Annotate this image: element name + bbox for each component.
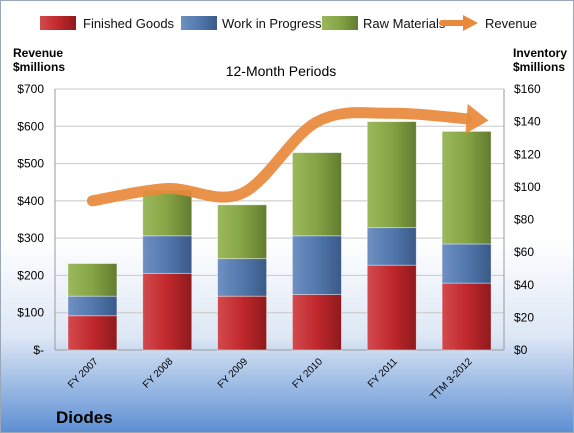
legend-label-revenue: Revenue <box>485 16 537 31</box>
y-right-title-line1: Inventory <box>513 46 567 60</box>
x-tick-label: FY 2007 <box>66 356 101 391</box>
bar-finished-goods <box>67 315 118 351</box>
y-left-tick-label: $300 <box>17 231 44 245</box>
y-right-tick-label: $80 <box>514 213 534 227</box>
bar-work-in-progress <box>142 235 193 274</box>
x-tick-label: FY 2009 <box>216 356 251 391</box>
y-left-tick-label: $100 <box>17 306 44 320</box>
bar-work-in-progress <box>217 258 267 297</box>
bar-raw-materials <box>441 131 492 245</box>
plot-title: 12-Month Periods <box>226 63 337 79</box>
bar-finished-goods <box>217 295 267 351</box>
gridlines <box>54 88 505 351</box>
legend: Finished Goods Work in Progress Raw Mate… <box>40 15 537 31</box>
y-left-tick-label: $600 <box>17 119 44 133</box>
y-left-tick-label: $200 <box>17 268 44 282</box>
bar-finished-goods <box>292 294 342 351</box>
legend-swatch-finished-goods <box>40 16 76 30</box>
bar-raw-materials <box>366 121 417 229</box>
y-right-ticks: $0 $20 $40 $60 $80 $100 $120 $140 $160 <box>514 82 541 357</box>
bar-raw-materials <box>292 152 342 237</box>
x-tick-label: FY 2010 <box>291 356 326 391</box>
legend-arrow-revenue <box>463 15 478 31</box>
x-tick-label: FY 2011 <box>366 356 400 390</box>
bar-work-in-progress <box>441 243 492 284</box>
y-right-tick-label: $100 <box>514 180 541 194</box>
y-left-title-line2: $millions <box>13 60 65 74</box>
y-left-tick-label: $500 <box>17 157 44 171</box>
y-right-tick-label: $140 <box>514 115 541 129</box>
y-right-title-line2: $millions <box>513 60 565 74</box>
x-tick-label: TTM 3-2012 <box>428 356 475 403</box>
bar-raw-materials <box>67 263 118 297</box>
y-left-tick-label: $700 <box>17 82 44 96</box>
revenue-line-path <box>86 107 473 207</box>
revenue-arrowhead <box>465 103 489 134</box>
legend-label-work-in-progress: Work in Progress <box>222 16 322 31</box>
legend-swatch-raw-materials <box>322 16 358 30</box>
y-right-tick-label: $40 <box>514 278 534 292</box>
y-left-tick-label: $- <box>33 343 44 357</box>
revenue-line <box>86 103 489 207</box>
y-left-ticks: $- $100 $200 $300 $400 $500 $600 $700 <box>17 82 44 357</box>
bar-raw-materials <box>142 189 193 237</box>
bar-finished-goods <box>366 264 417 351</box>
bar-work-in-progress <box>67 295 118 317</box>
y-right-tick-label: $160 <box>514 82 541 96</box>
bar-work-in-progress <box>366 227 417 266</box>
bar-finished-goods <box>441 282 492 351</box>
x-tick-label: FY 2008 <box>141 356 176 391</box>
x-tick-labels: FY 2007 FY 2008 FY 2009 FY 2010 FY 2011 TTM 3… <box>66 356 475 403</box>
y-right-tick-label: $60 <box>514 245 534 259</box>
company-name: Diodes <box>56 408 113 427</box>
legend-label-finished-goods: Finished Goods <box>83 16 175 31</box>
legend-label-raw-materials: Raw Materials <box>363 16 446 31</box>
bar-work-in-progress <box>292 235 342 295</box>
y-left-title-line1: Revenue <box>13 46 63 60</box>
bar-finished-goods <box>142 272 193 351</box>
legend-swatch-work-in-progress <box>181 16 217 30</box>
bars <box>67 121 492 351</box>
y-left-tick-label: $400 <box>17 194 44 208</box>
y-right-tick-label: $0 <box>514 343 528 357</box>
bar-raw-materials <box>217 204 267 260</box>
y-right-tick-label: $120 <box>514 147 541 161</box>
y-right-tick-label: $20 <box>514 310 534 324</box>
